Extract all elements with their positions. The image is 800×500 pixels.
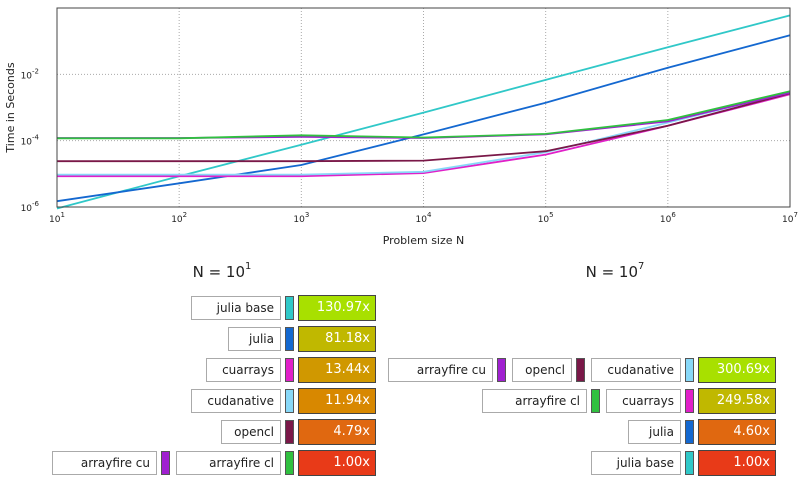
speedup-score: 1.00x	[698, 450, 776, 476]
speedup-score: 249.58x	[698, 388, 776, 414]
color-swatch	[285, 296, 294, 320]
speedup-score: 300.69x	[698, 357, 776, 383]
speedup-score: 4.79x	[298, 419, 376, 445]
implementation-name: julia base	[591, 451, 681, 475]
color-swatch	[685, 420, 694, 444]
color-swatch	[497, 358, 506, 382]
y-tick-label: 10-6	[21, 200, 40, 214]
implementation-name: cudanative	[591, 358, 681, 382]
ranking-row: 81.18x julia	[0, 324, 800, 354]
series-line-opencl	[57, 92, 791, 163]
tick-labels: 101 102 103 104 105 106 107 10-6 10-4 10-2	[21, 67, 798, 225]
color-swatch	[285, 389, 294, 413]
ranking-row: 11.94x cudanative	[0, 386, 800, 416]
x-tick-label: 106	[660, 211, 676, 225]
plot-frame	[56, 7, 791, 208]
ranking-row: 4.60x julia	[0, 417, 800, 447]
speedup-score: 81.18x	[298, 326, 376, 352]
implementation-name: julia base	[191, 296, 281, 320]
ranking-row: 249.58x cuarrays arrayfire cl	[0, 386, 800, 416]
x-tick-label: 104	[416, 211, 432, 225]
implementation-name: julia	[628, 420, 681, 444]
y-tick-label: 10-2	[21, 67, 39, 81]
x-tick-label: 103	[293, 211, 309, 225]
implementation-name: arrayfire cu	[52, 451, 157, 475]
y-axis-label: Time in Seconds	[4, 62, 17, 153]
y-tick-label: 10-4	[21, 134, 40, 148]
implementation-name: arrayfire cu	[388, 358, 493, 382]
right-panel-title: N = 107	[586, 261, 645, 281]
implementation-name: cudanative	[191, 389, 281, 413]
speedup-score: 13.44x	[298, 357, 376, 383]
series-line-julia	[56, 34, 791, 203]
ranking-row: 1.00x arrayfire cl arrayfire cu	[0, 448, 800, 478]
x-tick-label: 102	[171, 211, 187, 225]
speedup-score: 130.97x	[298, 295, 376, 321]
color-swatch	[576, 358, 585, 382]
implementation-name: opencl	[221, 420, 281, 444]
ranking-row: 4.79x opencl	[0, 417, 800, 447]
left-panel-title: N = 101	[193, 261, 252, 281]
ranking-row: 300.69x cudanative opencl arrayfire cu	[0, 355, 800, 385]
implementation-name: cuarrays	[206, 358, 281, 382]
ranking-row: 13.44x cuarrays	[0, 355, 800, 385]
x-tick-label: 101	[49, 211, 65, 225]
x-axis-label: Problem size N	[383, 234, 465, 247]
implementation-name: julia	[228, 327, 281, 351]
color-swatch	[285, 327, 294, 351]
series-line-cudanative	[57, 91, 791, 176]
color-swatch	[591, 389, 600, 413]
color-swatch	[285, 358, 294, 382]
implementation-name: cuarrays	[606, 389, 681, 413]
implementation-name: arrayfire cl	[176, 451, 281, 475]
x-tick-label: 107	[782, 211, 798, 225]
series-lines	[56, 14, 791, 210]
color-swatch	[285, 420, 294, 444]
ranking-row: 130.97x julia base	[0, 293, 800, 323]
implementation-name: arrayfire cl	[482, 389, 587, 413]
color-swatch	[685, 358, 694, 382]
implementation-name: opencl	[512, 358, 572, 382]
color-swatch	[685, 451, 694, 475]
speedup-score: 11.94x	[298, 388, 376, 414]
series-line-arrayfire-cl	[57, 90, 791, 140]
color-swatch	[285, 451, 294, 475]
x-tick-label: 105	[538, 211, 554, 225]
speedup-score: 1.00x	[298, 450, 376, 476]
speedup-score: 4.60x	[698, 419, 776, 445]
color-swatch	[161, 451, 170, 475]
grid-lines	[56, 8, 791, 208]
color-swatch	[685, 389, 694, 413]
ranking-row: 1.00x julia base	[0, 448, 800, 478]
